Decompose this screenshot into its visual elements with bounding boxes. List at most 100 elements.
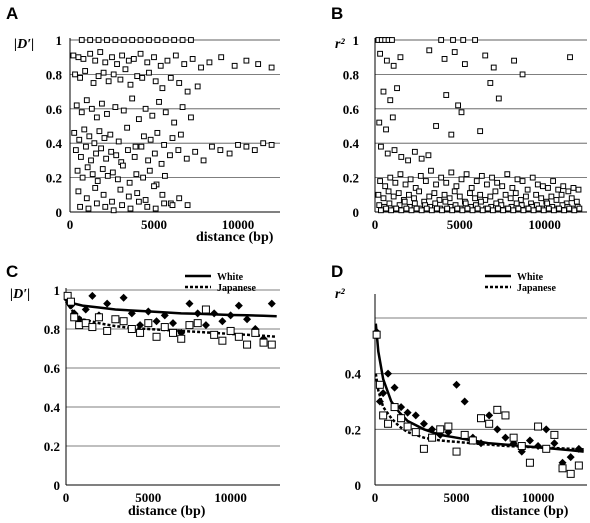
data-point bbox=[394, 85, 400, 92]
data-point bbox=[92, 185, 99, 191]
data-point bbox=[448, 169, 455, 176]
data-point bbox=[464, 205, 471, 212]
data-point bbox=[78, 154, 84, 160]
data-point bbox=[474, 205, 481, 212]
data-point bbox=[144, 319, 153, 328]
data-point bbox=[146, 167, 153, 174]
data-point bbox=[125, 147, 131, 153]
y-tick-label: 0.6 bbox=[46, 102, 63, 117]
data-point bbox=[514, 176, 521, 183]
x-tick-label: 5000 bbox=[444, 490, 470, 505]
data-point bbox=[162, 172, 168, 179]
data-point bbox=[117, 186, 124, 193]
data-point bbox=[131, 154, 138, 160]
data-point bbox=[382, 183, 389, 190]
data-point bbox=[519, 71, 526, 78]
data-point bbox=[78, 37, 85, 43]
data-point bbox=[438, 37, 445, 43]
data-point bbox=[127, 309, 136, 318]
data-point bbox=[379, 411, 388, 420]
data-point bbox=[574, 461, 583, 470]
data-point bbox=[495, 95, 502, 102]
data-point bbox=[176, 195, 183, 202]
data-point bbox=[109, 54, 115, 61]
x-axis-label: distance (bp) bbox=[491, 504, 569, 519]
data-point bbox=[509, 433, 518, 442]
data-point bbox=[460, 430, 469, 439]
data-point bbox=[169, 135, 176, 141]
data-point bbox=[411, 148, 418, 155]
data-point bbox=[110, 207, 117, 214]
data-point bbox=[206, 59, 213, 66]
data-point bbox=[535, 205, 542, 212]
data-point bbox=[95, 37, 102, 43]
data-point bbox=[147, 136, 154, 143]
data-point bbox=[406, 191, 412, 198]
data-point bbox=[451, 49, 458, 55]
data-point bbox=[162, 109, 169, 116]
data-point bbox=[489, 174, 495, 181]
data-point bbox=[243, 340, 252, 349]
data-point bbox=[378, 143, 384, 150]
data-point bbox=[472, 37, 478, 43]
data-point bbox=[119, 202, 125, 209]
data-point bbox=[510, 207, 517, 214]
data-point bbox=[72, 71, 78, 78]
data-point bbox=[499, 183, 506, 190]
data-point bbox=[397, 171, 404, 178]
data-point bbox=[119, 52, 125, 59]
data-point bbox=[529, 174, 536, 181]
y-tick-label: 0.4 bbox=[345, 367, 362, 382]
data-point bbox=[418, 155, 425, 162]
data-point bbox=[112, 104, 119, 110]
data-point bbox=[70, 313, 79, 322]
y-tick-label: 1 bbox=[353, 33, 360, 48]
data-point bbox=[151, 150, 158, 157]
data-point bbox=[438, 174, 445, 181]
y-tick-label: 0 bbox=[56, 205, 63, 220]
data-point bbox=[167, 74, 174, 81]
data-point bbox=[439, 207, 445, 214]
data-point bbox=[395, 190, 402, 196]
data-point bbox=[494, 179, 501, 186]
data-point bbox=[110, 71, 117, 78]
data-point bbox=[401, 198, 408, 205]
data-point bbox=[146, 69, 152, 76]
data-point bbox=[108, 148, 115, 155]
data-point bbox=[91, 140, 98, 147]
data-point bbox=[154, 129, 161, 136]
data-point bbox=[550, 178, 556, 184]
data-point bbox=[452, 447, 461, 456]
data-point bbox=[534, 442, 543, 451]
data-point bbox=[468, 185, 475, 191]
data-point bbox=[185, 321, 194, 330]
data-point bbox=[103, 299, 112, 308]
data-point bbox=[82, 68, 89, 74]
y-tick-label: 0 bbox=[353, 205, 360, 220]
data-point bbox=[379, 389, 388, 398]
data-point bbox=[234, 301, 243, 310]
data-point bbox=[501, 411, 510, 420]
data-point bbox=[226, 311, 235, 320]
x-tick-label: 0 bbox=[67, 217, 74, 232]
data-point bbox=[405, 157, 411, 164]
data-point bbox=[428, 207, 435, 214]
data-point bbox=[145, 157, 152, 164]
data-point bbox=[184, 202, 191, 209]
data-point bbox=[530, 207, 537, 214]
data-point bbox=[390, 193, 397, 200]
data-point bbox=[104, 37, 110, 43]
data-point bbox=[115, 138, 122, 145]
data-point bbox=[376, 202, 383, 209]
data-point bbox=[144, 59, 151, 66]
data-point bbox=[411, 411, 420, 420]
data-point bbox=[169, 328, 177, 337]
data-point bbox=[169, 319, 177, 328]
data-point bbox=[380, 195, 387, 202]
data-point bbox=[553, 197, 560, 203]
data-point bbox=[93, 150, 99, 157]
data-point bbox=[177, 131, 184, 138]
data-point bbox=[183, 155, 190, 162]
data-point bbox=[477, 128, 484, 135]
data-point bbox=[267, 299, 276, 308]
